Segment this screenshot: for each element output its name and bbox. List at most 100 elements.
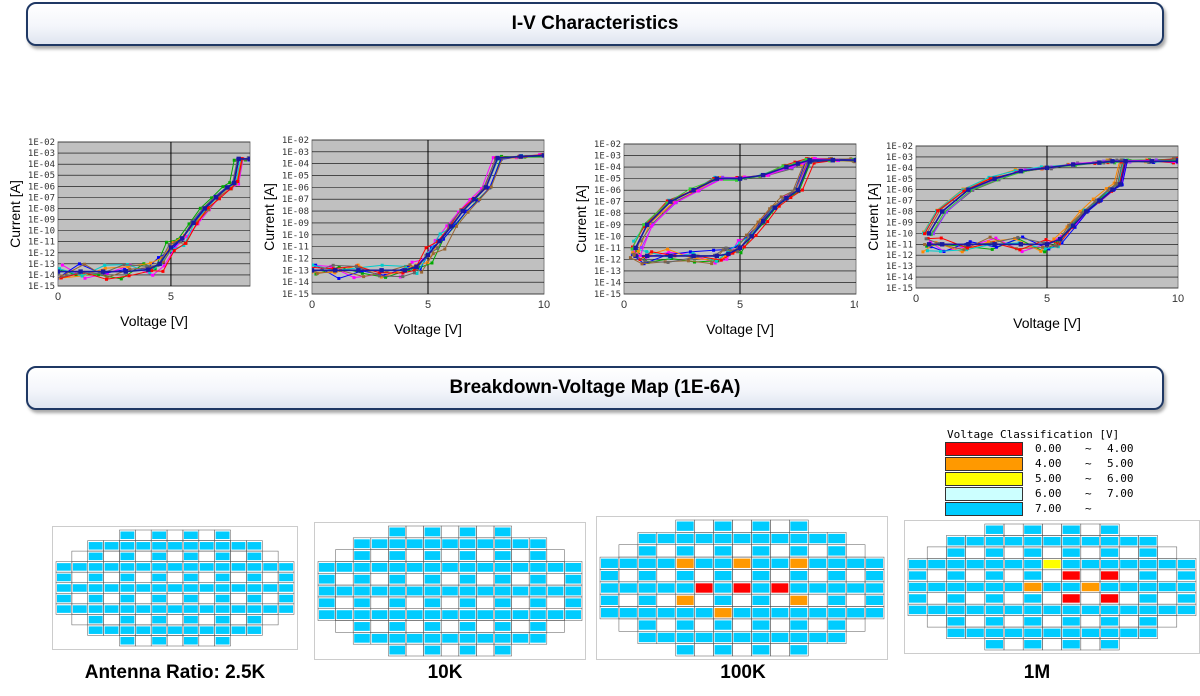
legend-lo: 4.00: [1035, 457, 1062, 470]
die-chip: [809, 583, 827, 593]
y-tick-label: 1E-05: [594, 175, 621, 185]
die-chip: [120, 636, 135, 645]
series-marker: [639, 245, 643, 249]
die-chip: [104, 584, 119, 592]
wafer-map-10k: [314, 522, 586, 660]
series-marker: [921, 250, 925, 254]
series-marker: [1094, 198, 1098, 202]
series-marker-main: [992, 242, 997, 247]
series-marker: [443, 247, 447, 251]
wafer-map-2-5k: [52, 526, 298, 650]
die-chip: [120, 626, 135, 634]
die-chip: [104, 542, 119, 550]
die-chip: [183, 542, 198, 550]
series-marker: [58, 277, 59, 281]
die-chip: [407, 586, 423, 596]
series-marker: [631, 251, 635, 255]
die-chip: [1024, 640, 1042, 649]
die-chip: [279, 584, 293, 592]
series-marker-main: [123, 269, 128, 274]
die-chip: [279, 605, 293, 613]
die-chip: [183, 636, 198, 645]
series-marker: [1055, 244, 1059, 248]
die-chip: [638, 558, 656, 568]
die-chip: [676, 620, 694, 630]
die-chip: [152, 636, 167, 645]
die-chip: [657, 608, 675, 618]
die-chip: [771, 632, 789, 643]
die-chip: [909, 559, 927, 569]
die-chip: [442, 539, 458, 549]
die-chip: [168, 626, 182, 634]
die-chip: [657, 632, 675, 643]
die-chip: [752, 608, 770, 618]
die-chip: [638, 570, 656, 581]
series-marker: [804, 157, 808, 161]
series-marker: [164, 240, 168, 244]
series-marker-main: [449, 224, 454, 229]
series-marker: [777, 204, 781, 208]
series-marker-main: [472, 197, 477, 202]
y-tick-label: 1E-06: [28, 182, 55, 192]
series-marker: [988, 235, 992, 239]
series-marker: [688, 187, 692, 191]
die-chip: [695, 583, 713, 593]
series-marker: [237, 182, 241, 186]
series-marker: [1021, 235, 1025, 239]
die-chip: [676, 632, 694, 643]
die-chip: [790, 546, 808, 556]
die-chip: [88, 584, 103, 592]
die-chip: [183, 615, 198, 624]
die-cell: [1176, 603, 1197, 616]
die-chip: [1177, 582, 1195, 592]
series-marker: [642, 223, 646, 227]
series-marker: [103, 266, 107, 270]
die-chip: [459, 527, 476, 537]
die-chip: [1062, 536, 1080, 546]
die-chip: [828, 533, 846, 544]
y-tick-label: 1E-07: [28, 193, 55, 203]
die-chip: [183, 531, 198, 540]
series-group: [58, 156, 250, 281]
die-chip: [336, 562, 353, 572]
series-marker: [671, 201, 675, 205]
die-chip: [495, 610, 511, 620]
die-cell: [262, 614, 279, 626]
die-chip: [354, 539, 370, 549]
die-chip: [1062, 605, 1080, 615]
die-chip: [442, 586, 458, 596]
series-marker: [83, 276, 87, 280]
die-chip: [199, 542, 214, 550]
die-chip: [424, 610, 441, 620]
series-marker-main: [668, 199, 673, 204]
die-chip: [319, 562, 335, 572]
die-chip: [459, 610, 476, 620]
series-marker: [725, 257, 729, 261]
series-group: [921, 157, 1178, 254]
die-chip: [676, 558, 694, 568]
series-marker: [799, 163, 803, 167]
series-marker: [1091, 197, 1095, 201]
series-marker: [968, 240, 972, 244]
series-marker: [1154, 158, 1158, 162]
die-chip: [530, 586, 546, 596]
series-marker: [198, 206, 202, 210]
iv-chart-100k: 1E-02 1E-03 1E-04 1E-05 1E-06 1E-07 1E-08 1E-09…: [566, 126, 866, 344]
series-marker: [148, 271, 152, 275]
series-marker-main: [940, 209, 945, 214]
series-marker-main: [772, 205, 777, 210]
die-chip: [495, 622, 511, 631]
die-chip: [752, 620, 770, 630]
die-chip: [389, 598, 405, 608]
die-chip: [120, 563, 135, 571]
die-chip: [638, 632, 656, 643]
series-marker: [789, 165, 793, 169]
die-chip: [828, 558, 846, 568]
die-chip: [389, 551, 405, 560]
series-marker-main: [78, 269, 83, 274]
die-chip: [1024, 559, 1042, 569]
die-chip: [714, 595, 732, 606]
y-tick-label: 1E-07: [594, 198, 621, 208]
die-chip: [247, 594, 262, 603]
legend-hi: 4.00: [1107, 442, 1134, 455]
